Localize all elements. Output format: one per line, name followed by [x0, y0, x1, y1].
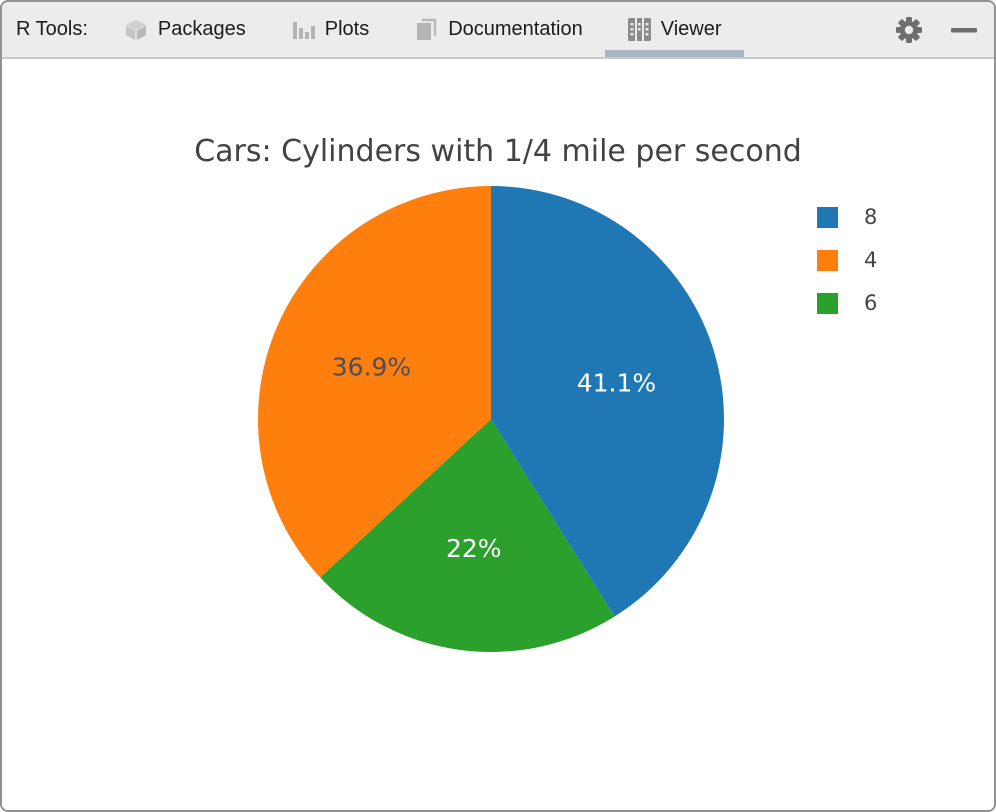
package-icon: [123, 17, 149, 43]
bar-chart-icon: [290, 17, 316, 43]
legend-label: 4: [864, 248, 878, 272]
pie-chart: 41.1% 22% 36.9%: [258, 186, 724, 652]
document-icon: [413, 17, 439, 43]
legend-swatch: [817, 206, 838, 228]
toolbar-separator: [2, 57, 994, 59]
tab-label: Plots: [324, 18, 370, 40]
legend-item[interactable]: 6: [817, 291, 877, 315]
gear-icon[interactable]: [893, 14, 925, 46]
tab-plots[interactable]: Plots: [268, 2, 391, 57]
r-tools-label: R Tools:: [16, 18, 88, 40]
tab-packages[interactable]: Packages: [101, 2, 268, 57]
grid-icon: [627, 17, 652, 42]
tab-label: Documentation: [448, 18, 583, 40]
legend-item[interactable]: 4: [817, 248, 877, 272]
tab-label: Packages: [157, 18, 246, 40]
tab-viewer[interactable]: Viewer: [604, 2, 744, 57]
active-tab-underline: [604, 50, 744, 57]
legend-label: 6: [864, 291, 878, 315]
pie-slice-4[interactable]: [258, 186, 491, 578]
pie-slice-8[interactable]: [491, 186, 724, 617]
legend-swatch: [817, 292, 838, 314]
r-tools-toolbar: R Tools: Packages Plots: [2, 2, 994, 57]
legend-label: 8: [864, 205, 878, 229]
pie-slice-label: 22%: [446, 534, 502, 563]
tab-documentation[interactable]: Documentation: [391, 2, 605, 57]
legend-swatch: [817, 249, 838, 271]
viewer-content: Cars: Cylinders with 1/4 mile per second…: [2, 59, 994, 810]
pie-slice-label: 41.1%: [577, 369, 656, 398]
pie-slice-label: 36.9%: [332, 352, 411, 381]
tab-label: Viewer: [660, 18, 722, 40]
pie-slice-6[interactable]: [320, 419, 615, 652]
chart-legend: 8 4 6: [817, 205, 877, 315]
legend-item[interactable]: 8: [817, 205, 877, 229]
minimize-icon[interactable]: [950, 16, 978, 44]
chart-title: Cars: Cylinders with 1/4 mile per second: [194, 134, 802, 169]
